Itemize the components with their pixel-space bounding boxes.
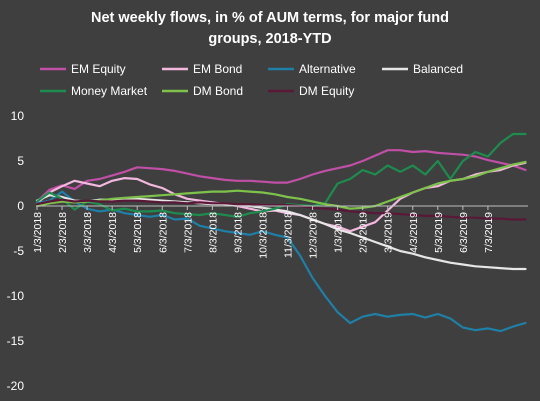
x-tick-label: 12/3/2018 [308,212,320,259]
x-tick-label: 6/3/2018 [157,212,169,253]
x-tick-label: 8/3/2018 [207,212,219,253]
chart-title-line-2: groups, 2018-YTD [208,31,331,47]
x-tick-label: 10/3/2018 [257,212,269,259]
legend-item-balanced: Balanced [382,62,463,76]
legend-item-em-bond: EM Bond [162,62,242,76]
legend-label-alternative: Alternative [299,62,356,76]
x-tick-label: 7/3/2018 [182,212,194,253]
x-axis: 1/3/2018 2/3/2018 3/3/2018 4/3/2018 5/3/2018… [32,212,495,259]
y-tick-label: 10 [11,109,25,123]
x-tick-label: 1/3/2018 [32,212,44,253]
legend-label-dm-bond: DM Bond [193,84,243,98]
series-line-dm-equity [35,198,527,221]
x-tick-label: 5/3/2018 [132,212,144,253]
x-tick-label: 2/3/2019 [358,212,370,253]
legend-item-em-equity: EM Equity [40,62,126,76]
x-tick-label: 5/3/2019 [433,212,445,253]
series-lines [35,132,527,333]
x-tick-label: 1/3/2019 [333,212,345,253]
y-tick-label: 0 [17,199,24,213]
x-tick-label: 11/3/2018 [283,212,295,258]
x-tick-label: 6/3/2019 [458,212,470,253]
legend-label-dm-equity: DM Equity [299,84,354,98]
x-tick-label: 4/3/2018 [107,212,119,253]
legend-item-money-market: Money Market [40,84,148,98]
y-axis: 10 5 0 -5 -10 -15 -20 [7,109,25,393]
chart-title: Net weekly flows, in % of AUM terms, for… [91,10,449,47]
x-tick-label: 2/3/2018 [57,212,69,253]
chart-legend: EM Equity EM Bond Alternative Balanced Money… [40,62,463,98]
y-tick-label: 5 [17,154,24,168]
series-line-em-bond [35,161,527,233]
x-tick-label: 7/3/2019 [483,212,495,253]
x-tick-label: 9/3/2018 [232,212,244,253]
legend-label-em-bond: EM Bond [193,62,242,76]
series-line-dm-bond [35,160,527,210]
chart-title-line-1: Net weekly flows, in % of AUM terms, for… [91,10,449,26]
y-tick-label: -10 [7,289,25,303]
series-line-alternative [35,190,527,333]
x-tick-label: 4/3/2019 [408,212,420,253]
series-line-em-equity [35,149,527,203]
legend-item-alternative: Alternative [268,62,356,76]
legend-label-money-market: Money Market [71,84,148,98]
y-tick-label: -5 [13,244,24,258]
x-tick-label: 3/3/2018 [82,212,94,253]
legend-label-em-equity: EM Equity [71,62,126,76]
legend-item-dm-equity: DM Equity [268,84,354,98]
legend-label-balanced: Balanced [413,62,463,76]
y-tick-label: -15 [7,334,25,348]
legend-item-dm-bond: DM Bond [162,84,243,98]
zero-axis [36,205,528,210]
y-tick-label: -20 [7,379,25,393]
x-tick-label: 3/3/2019 [383,212,395,253]
